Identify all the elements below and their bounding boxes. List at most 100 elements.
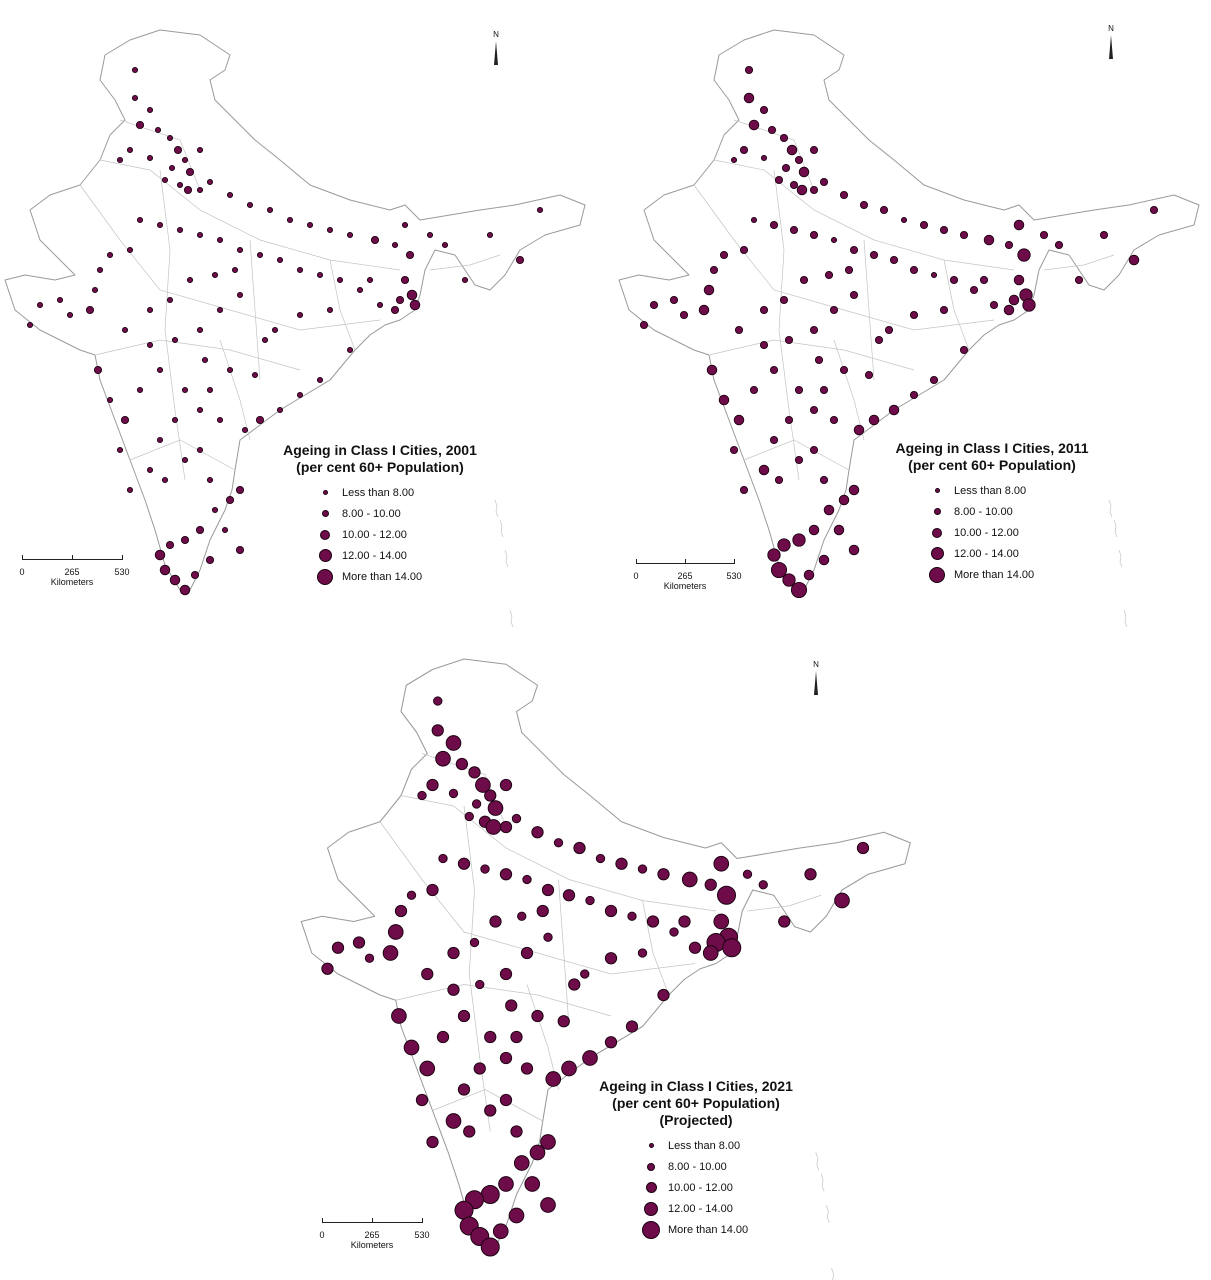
city-symbol [819, 385, 829, 395]
city-symbol [1013, 219, 1025, 231]
city-symbol [739, 485, 749, 495]
city-symbol [824, 270, 834, 280]
legend-item: Less than 8.00 [312, 482, 500, 503]
city-symbol [778, 915, 791, 928]
city-symbol [156, 221, 164, 229]
city-symbol [468, 766, 481, 779]
city-symbol [657, 868, 670, 881]
city-symbol [499, 1051, 513, 1065]
city-symbol [171, 336, 179, 344]
city-symbol [678, 915, 691, 928]
legend-item: 12.00 - 14.00 [924, 543, 1112, 564]
city-symbol [352, 936, 366, 949]
city-symbol [823, 504, 835, 516]
city-symbol [498, 1176, 514, 1192]
city-symbol [713, 913, 730, 930]
legend-item: 12.00 - 14.00 [312, 545, 500, 566]
city-symbol [989, 300, 999, 310]
city-symbol [475, 979, 485, 990]
city-symbol [146, 306, 154, 314]
legend-title: Ageing in Class I Cities, 2011 [895, 440, 1089, 456]
city-symbol [510, 1125, 523, 1138]
city-symbol [779, 133, 789, 143]
city-symbol [211, 506, 219, 514]
city-symbol [173, 145, 183, 155]
city-symbol [485, 819, 502, 835]
city-symbol [669, 927, 679, 937]
city-symbol [499, 967, 513, 981]
city-symbol [545, 1071, 562, 1087]
city-symbol [387, 924, 404, 940]
city-symbol [185, 167, 195, 177]
city-symbol [168, 164, 176, 172]
city-symbol [473, 1062, 486, 1075]
city-symbol [543, 932, 553, 942]
city-symbol [255, 415, 265, 425]
city-symbol [395, 295, 405, 305]
city-symbol [469, 937, 480, 948]
island-outline [1118, 549, 1123, 568]
map-group [4, 29, 586, 628]
city-symbol [959, 230, 969, 240]
city-symbol [326, 306, 334, 314]
city-symbol [1003, 304, 1015, 316]
city-symbol [888, 404, 900, 416]
legend-2021: Ageing in Class I Cities, 2021 (per cent… [576, 1078, 816, 1240]
city-symbol [758, 464, 770, 476]
legend-item: 8.00 - 10.00 [312, 503, 500, 524]
city-symbol [499, 778, 513, 792]
city-symbol [759, 340, 769, 350]
city-symbol [979, 275, 989, 285]
city-symbol [637, 948, 648, 958]
city-symbol [1039, 230, 1049, 240]
city-symbol [376, 301, 384, 309]
state-boundary [159, 169, 186, 481]
city-symbol [833, 524, 845, 536]
city-symbol [536, 904, 549, 918]
city-symbol [106, 251, 114, 259]
city-symbol [419, 1060, 436, 1077]
city-symbol [784, 415, 794, 425]
state-boundary [94, 339, 301, 371]
city-symbol [889, 255, 899, 265]
city-symbol [166, 134, 174, 142]
city-symbol [739, 245, 749, 255]
city-symbol [604, 1036, 618, 1049]
city-symbol [688, 941, 702, 954]
city-symbol [869, 250, 879, 260]
city-symbol [180, 535, 190, 545]
city-symbol [56, 296, 64, 304]
city-symbol [585, 895, 595, 906]
city-symbol [235, 485, 245, 495]
city-symbol [116, 156, 124, 164]
map-group [300, 658, 911, 1280]
city-symbol [704, 878, 717, 891]
city-symbol [799, 275, 809, 285]
city-symbol [604, 952, 618, 965]
city-symbol [401, 221, 409, 229]
city-symbol [161, 176, 169, 184]
city-symbol [859, 200, 869, 210]
city-symbol [159, 564, 171, 576]
state-boundary [693, 184, 995, 331]
state-boundary [379, 821, 696, 975]
city-symbol [744, 65, 754, 75]
city-symbol [657, 988, 670, 1002]
city-symbol [136, 216, 144, 224]
city-symbol [156, 366, 164, 374]
city-symbol [639, 320, 649, 330]
city-symbol [573, 841, 586, 855]
city-symbol [306, 221, 314, 229]
city-symbol [499, 868, 513, 881]
city-symbol [939, 305, 949, 315]
city-symbol [435, 750, 451, 767]
city-symbol [447, 946, 460, 960]
map-panel-2001: N Ageing in Class I Cities, 2001 (per ce… [0, 10, 600, 628]
city-symbol [390, 305, 400, 315]
city-symbol [818, 554, 830, 566]
city-symbol [426, 778, 439, 792]
city-symbol [183, 185, 193, 195]
map-group [618, 29, 1200, 628]
city-symbol [838, 494, 850, 506]
city-symbol [1013, 274, 1025, 286]
